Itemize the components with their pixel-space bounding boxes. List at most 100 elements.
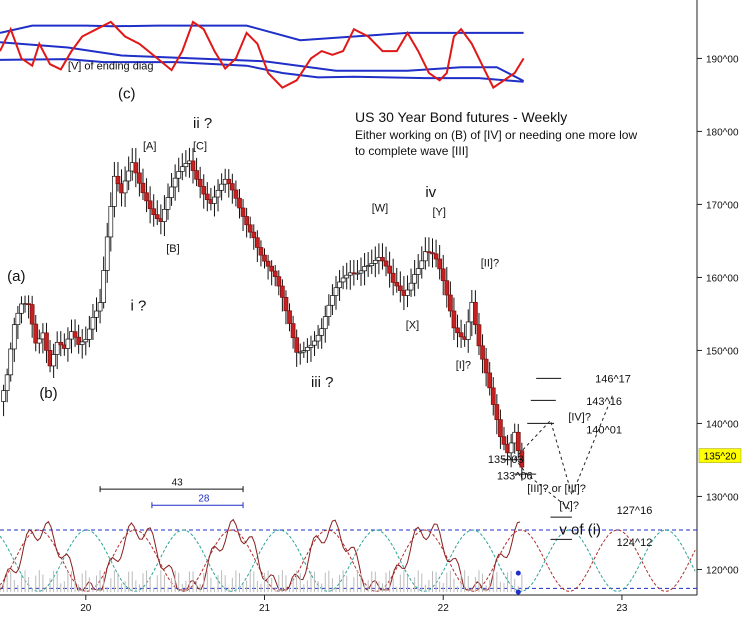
candle-body <box>90 316 96 330</box>
candle-body <box>133 162 139 174</box>
candle-body <box>255 237 260 248</box>
y-tick-label: 130^00 <box>706 492 739 503</box>
price-candle <box>169 173 174 206</box>
candle-body <box>490 387 496 405</box>
price-candle <box>244 207 249 238</box>
price-candle <box>212 185 217 217</box>
candle-body <box>87 328 92 340</box>
candle-body <box>58 341 64 346</box>
price-candle <box>283 290 289 325</box>
candle-body <box>137 172 142 184</box>
price-candle <box>465 309 471 353</box>
annotation-label: 135^03 <box>488 454 524 466</box>
price-candle <box>122 166 128 207</box>
candle-body <box>344 274 350 279</box>
candle-body <box>397 285 403 291</box>
y-tick-label: 190^00 <box>706 54 739 65</box>
candle-body <box>455 327 460 334</box>
annotation-label: 127^16 <box>617 505 653 517</box>
candle-body <box>190 160 196 171</box>
candle-body <box>36 338 42 344</box>
candle-body <box>412 274 417 284</box>
candle-body <box>251 231 257 239</box>
bottom-oscillator <box>0 518 521 591</box>
price-candle <box>448 281 453 318</box>
price-candle <box>408 268 414 297</box>
annotation-label: [V]? <box>559 500 579 512</box>
candle-body <box>326 304 332 317</box>
x-tick-label: 23 <box>616 603 628 614</box>
annotation-label: 124^12 <box>617 537 653 549</box>
y-tick-label: 140^00 <box>706 419 739 430</box>
price-candle <box>394 267 400 293</box>
candle-body <box>215 189 221 198</box>
candle-body <box>108 206 114 238</box>
candle-body <box>515 431 521 452</box>
bottom-indicator <box>0 518 697 595</box>
annotation-label: 143^16 <box>586 396 622 408</box>
price-candle <box>229 173 235 204</box>
price-candle <box>183 150 189 177</box>
annotation-label: [I]? <box>456 360 471 372</box>
candle-body <box>101 270 107 303</box>
price-candle <box>97 288 103 324</box>
candle-body <box>369 263 375 267</box>
candle-body <box>240 207 246 217</box>
projection-path-2 <box>514 458 573 512</box>
cycle-wave-a <box>0 529 696 592</box>
price-candle <box>308 335 314 362</box>
candle-body <box>465 321 471 340</box>
price-candle <box>473 290 478 335</box>
candle-body <box>140 182 146 194</box>
price-candle <box>19 296 24 324</box>
price-candle <box>104 222 110 283</box>
annotation-label: [A] <box>143 141 156 153</box>
price-candle <box>390 258 396 296</box>
price-candle <box>280 279 285 312</box>
price-candle <box>455 314 460 348</box>
candle-body <box>380 257 385 262</box>
cycle-span-28 <box>151 502 244 509</box>
candle-body <box>494 404 500 420</box>
candle-body <box>422 251 428 262</box>
annotation-label: [Y] <box>432 206 445 218</box>
price-candle <box>162 195 167 237</box>
candle-body <box>433 253 439 260</box>
price-candle <box>115 161 121 192</box>
annotation-label: (c) <box>118 86 136 103</box>
price-candle <box>65 327 71 362</box>
candle-body <box>280 285 285 298</box>
price-candle <box>165 183 171 220</box>
candle-body <box>26 303 31 306</box>
candle-body <box>283 297 289 312</box>
candle-body <box>301 350 307 353</box>
price-candle <box>355 260 360 281</box>
candle-body <box>247 224 253 233</box>
price-candle <box>344 262 350 290</box>
candle-body <box>444 280 450 296</box>
candle-body <box>372 260 378 264</box>
candle-body <box>333 287 339 296</box>
price-candle <box>237 189 242 219</box>
candle-body <box>312 340 317 346</box>
candle-body <box>458 332 464 338</box>
candle-body <box>169 186 174 198</box>
candle-body <box>308 344 314 348</box>
price-candle <box>501 426 507 451</box>
price-candle <box>437 244 442 280</box>
candle-body <box>204 193 210 200</box>
price-candle <box>487 361 493 396</box>
candle-body <box>112 175 117 207</box>
price-candle <box>126 156 132 191</box>
candle-body <box>337 281 342 289</box>
top-band-upper <box>0 24 524 42</box>
x-tick-label: 21 <box>259 603 271 614</box>
price-candle <box>312 331 317 357</box>
candle-body <box>183 163 189 168</box>
price-candle <box>255 230 260 263</box>
price-candle <box>79 329 85 359</box>
candle-body <box>483 358 489 374</box>
candle-body <box>79 341 85 345</box>
price-candle <box>483 347 489 387</box>
